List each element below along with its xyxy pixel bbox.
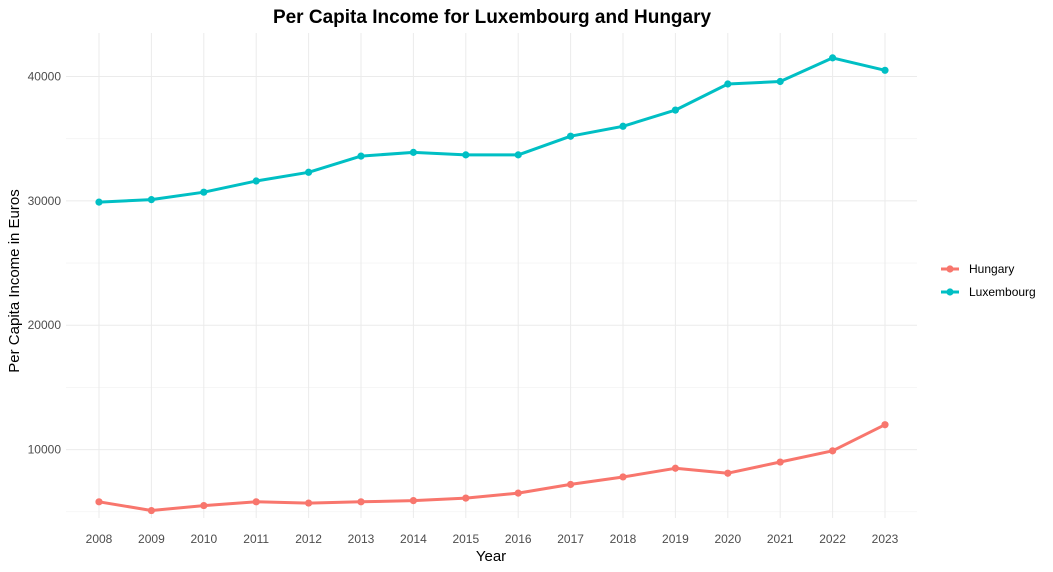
y-tick-label: 10000 [28, 443, 62, 457]
data-point-luxembourg [619, 122, 627, 130]
data-point-luxembourg [252, 177, 260, 185]
y-tick-label: 20000 [28, 318, 62, 332]
x-axis-ticks: 2008 2009 2010 2011 2012 2013 2014 2015 2016 2017… [86, 532, 899, 546]
data-point-luxembourg [200, 188, 208, 196]
series-hungary [95, 421, 889, 515]
data-point-hungary [567, 480, 575, 489]
y-axis-ticks: 10000 20000 30000 40000 [28, 70, 62, 457]
data-point-hungary [619, 473, 627, 481]
data-point-hungary [95, 498, 103, 506]
data-point-hungary [724, 469, 732, 477]
x-tick-label: 2016 [505, 532, 532, 546]
y-axis-title: Per Capita Income in Euros [6, 189, 23, 372]
data-point-luxembourg [305, 168, 313, 176]
legend-item-luxembourg: Luxembourg [941, 285, 1036, 299]
data-point-hungary [671, 464, 680, 472]
data-point-luxembourg [829, 54, 837, 62]
series-layer [95, 54, 889, 515]
data-point-luxembourg [881, 66, 889, 74]
data-point-luxembourg [409, 148, 417, 156]
legend-label: Luxembourg [969, 285, 1036, 299]
y-tick-label: 30000 [28, 194, 62, 208]
y-tick-label: 40000 [28, 70, 62, 84]
x-tick-label: 2012 [295, 532, 322, 546]
x-tick-label: 2010 [190, 532, 217, 546]
x-tick-label: 2022 [819, 532, 846, 546]
x-tick-label: 2017 [557, 532, 584, 546]
data-point-hungary [305, 499, 313, 507]
data-point-luxembourg [514, 151, 522, 159]
grid [66, 33, 917, 518]
x-tick-label: 2009 [138, 532, 165, 546]
x-tick-label: 2020 [714, 532, 741, 546]
x-axis-title: Year [476, 548, 506, 565]
data-point-hungary [829, 447, 837, 455]
series-line-luxembourg [97, 56, 887, 204]
x-tick-label: 2008 [86, 532, 113, 546]
data-point-hungary [881, 421, 889, 429]
data-point-hungary [357, 498, 365, 506]
x-tick-label: 2015 [452, 532, 479, 546]
data-point-hungary [462, 494, 470, 502]
chart-title: Per Capita Income for Luxembourg and Hun… [273, 7, 712, 28]
data-point-luxembourg [567, 132, 575, 140]
legend-label: Hungary [969, 262, 1014, 276]
data-point-luxembourg [95, 198, 103, 206]
data-point-luxembourg [357, 152, 365, 160]
data-point-hungary [252, 498, 260, 506]
legend-key-point [946, 265, 954, 273]
legend: Hungary Luxembourg [941, 262, 1036, 299]
data-point-luxembourg [147, 196, 155, 204]
data-point-luxembourg [724, 80, 732, 88]
legend-key-point [946, 288, 954, 296]
data-point-hungary [514, 489, 522, 497]
x-tick-label: 2018 [610, 532, 637, 546]
legend-item-hungary: Hungary [941, 262, 1014, 276]
data-point-hungary [147, 506, 155, 515]
x-tick-label: 2023 [872, 532, 899, 546]
data-point-luxembourg [671, 106, 680, 114]
series-luxembourg [95, 54, 889, 206]
data-point-luxembourg [776, 77, 784, 86]
x-tick-label: 2021 [767, 532, 794, 546]
data-point-hungary [200, 501, 208, 510]
data-point-hungary [776, 458, 784, 466]
x-tick-label: 2013 [348, 532, 375, 546]
data-point-luxembourg [462, 151, 470, 159]
x-tick-label: 2011 [243, 532, 269, 546]
x-tick-label: 2014 [400, 532, 427, 546]
data-point-hungary [409, 496, 417, 505]
series-line-hungary [97, 423, 887, 512]
x-tick-label: 2019 [662, 532, 689, 546]
